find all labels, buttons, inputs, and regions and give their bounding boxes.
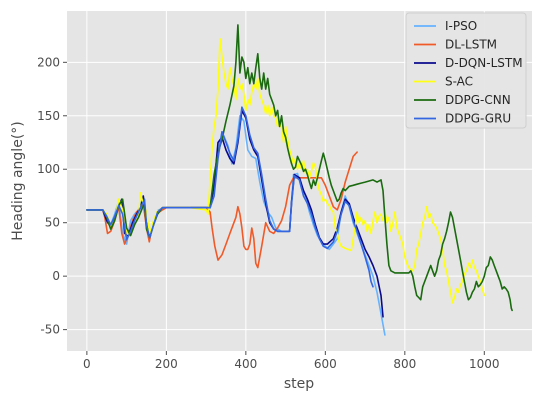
x-tick-label: 800 [393,357,416,371]
legend-label-i-pso: I-PSO [445,19,477,33]
series-line-ddpg-gru [86,106,374,288]
x-tick-label: 600 [314,357,337,371]
y-ticks: -50 0 50 100 150 200 [37,55,67,337]
legend: I-PSO DL-LSTM D-DQN-LSTM S-AC DDPG-CNN DDPG-G… [405,12,527,129]
y-tick-label: 150 [37,109,60,123]
x-tick-label: 0 [83,357,91,371]
y-tick-label: 50 [45,216,60,230]
x-axis-title: step [284,376,314,392]
y-axis-title: Heading angle(°) [10,121,26,240]
x-tick-label: 1000 [469,357,500,371]
x-tick-label: 200 [155,357,178,371]
x-ticks: 0 200 400 600 800 1000 [83,351,500,371]
legend-label-ddpg-cnn: DDPG-CNN [445,93,511,107]
legend-label-s-ac: S-AC [445,75,473,89]
y-tick-label: 200 [37,55,60,69]
legend-label-dl-lstm: DL-LSTM [445,38,497,52]
y-tick-label: 100 [37,162,60,176]
legend-label-ddpg-gru: DDPG-GRU [445,112,511,126]
legend-label-d-dqn-lstm: D-DQN-LSTM [445,56,523,70]
series-line-s-ac [86,38,486,304]
series-line-ddpg-cnn [86,24,513,312]
y-tick-label: -50 [40,323,60,337]
series-line-dl-lstm [86,151,358,269]
x-tick-label: 400 [234,357,257,371]
series-lines [86,24,513,336]
y-tick-label: 0 [52,269,60,283]
